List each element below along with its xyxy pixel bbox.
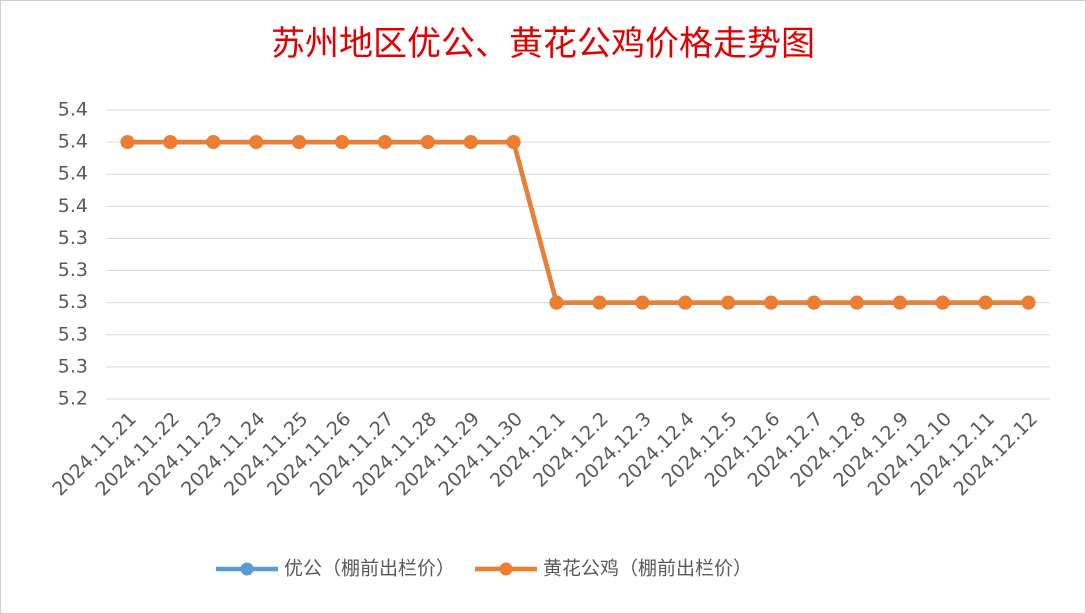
chart-title: 苏州地区优公、黄花公鸡价格走势图 <box>271 24 815 64</box>
point-marker <box>549 295 564 310</box>
series-line <box>127 139 1029 305</box>
point-marker <box>978 295 993 310</box>
point-marker <box>377 135 392 150</box>
point-marker <box>892 295 907 310</box>
y-tick-label: 5.3 <box>58 355 88 377</box>
legend-label: 优公（棚前出栏价） <box>284 558 455 580</box>
point-marker <box>420 135 435 150</box>
point-marker <box>163 135 178 150</box>
point-marker <box>206 135 221 150</box>
point-marker <box>807 295 821 310</box>
point-marker <box>935 295 950 310</box>
y-tick-label: 5.3 <box>58 291 88 313</box>
point-marker <box>635 295 650 310</box>
y-tick-label: 5.2 <box>58 388 88 410</box>
point-marker <box>849 295 864 310</box>
legend-swatch-marker <box>499 562 513 576</box>
y-tick-label: 5.3 <box>58 227 88 249</box>
y-tick-label: 5.3 <box>58 259 88 281</box>
y-tick-label: 5.4 <box>58 131 88 153</box>
y-tick-label: 5.4 <box>58 99 88 121</box>
point-marker <box>678 295 693 310</box>
point-marker <box>764 295 779 310</box>
point-marker <box>120 135 135 150</box>
y-tick-label: 5.3 <box>58 323 88 345</box>
legend-swatch-marker <box>240 562 254 576</box>
point-marker <box>506 135 521 150</box>
point-marker <box>592 295 607 310</box>
y-tick-label: 5.4 <box>58 195 88 217</box>
point-marker <box>1021 295 1036 310</box>
point-marker <box>292 135 307 150</box>
point-marker <box>335 135 349 150</box>
y-tick-label: 5.4 <box>58 163 88 185</box>
point-marker <box>721 295 736 310</box>
legend-label: 黄花公鸡（棚前出栏价） <box>543 558 752 580</box>
point-marker <box>463 135 478 150</box>
point-marker <box>249 135 264 150</box>
